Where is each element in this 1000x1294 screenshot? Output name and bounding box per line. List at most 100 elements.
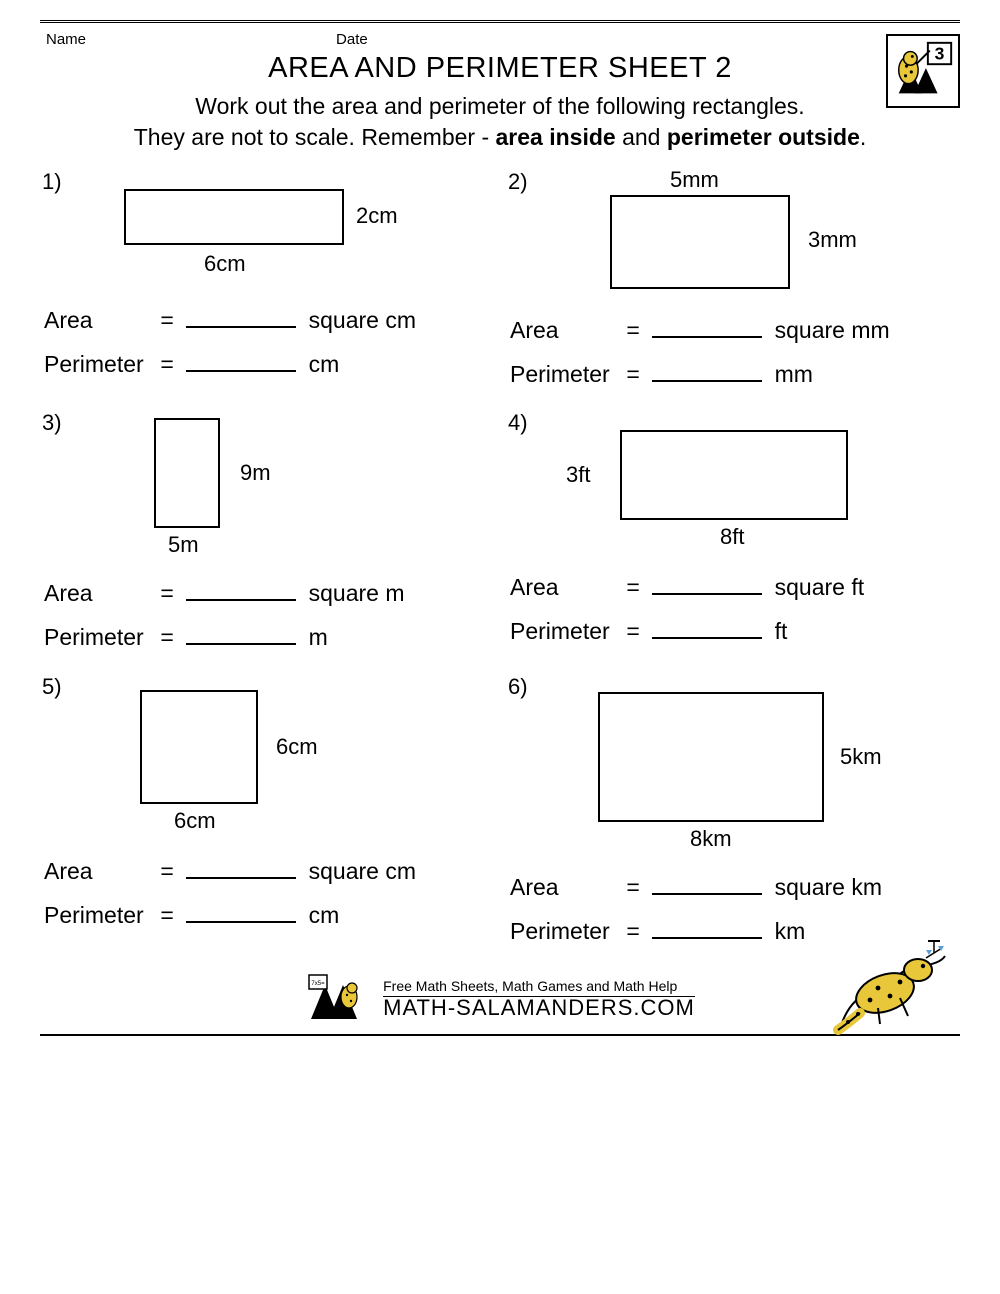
instr-mid: and [616, 124, 667, 150]
area-label: Area [44, 299, 154, 343]
perimeter-unit: m [309, 624, 328, 650]
perimeter-row: Perimeter = m [44, 616, 490, 660]
dim-right: 9m [240, 460, 271, 486]
perimeter-label: Perimeter [510, 910, 620, 954]
equals: = [160, 858, 173, 884]
perimeter-blank[interactable] [186, 370, 296, 372]
perimeter-label: Perimeter [44, 616, 154, 660]
problem-1: 1) 6cm2cm Area = square cm Perimeter = c… [40, 167, 494, 402]
area-blank[interactable] [652, 893, 762, 895]
dim-bottom: 8ft [720, 524, 744, 550]
equals: = [626, 317, 639, 343]
perimeter-unit: cm [309, 902, 340, 928]
instr-line1: Work out the area and perimeter of the f… [195, 93, 804, 119]
perimeter-row: Perimeter = ft [510, 610, 956, 654]
perimeter-row: Perimeter = mm [510, 353, 956, 397]
dim-left: 3ft [566, 462, 590, 488]
footer-site: MATH-SALAMANDERS.COM [383, 995, 695, 1021]
area-label: Area [44, 572, 154, 616]
top-rule [40, 20, 960, 23]
svg-text:7x5=: 7x5= [312, 981, 326, 987]
perimeter-blank[interactable] [652, 637, 762, 639]
footer-logo-icon: 7x5= [305, 971, 369, 1028]
perimeter-label: Perimeter [44, 343, 154, 387]
footer-text: Free Math Sheets, Math Games and Math He… [383, 978, 695, 1021]
area-label: Area [44, 850, 154, 894]
perimeter-label: Perimeter [510, 353, 620, 397]
area-unit: square m [309, 580, 405, 606]
perimeter-blank[interactable] [186, 921, 296, 923]
footer: 7x5= Free Math Sheets, Math Games and Ma… [40, 971, 960, 1034]
perimeter-unit: km [775, 918, 806, 944]
perimeter-row: Perimeter = cm [44, 343, 490, 387]
area-row: Area = square mm [510, 309, 956, 353]
salamander-badge-icon: 3 [889, 37, 957, 105]
perimeter-blank[interactable] [652, 937, 762, 939]
area-row: Area = square cm [44, 850, 490, 894]
area-blank[interactable] [186, 599, 296, 601]
equals: = [160, 307, 173, 333]
figure-wrap: 8km 5km [510, 676, 956, 856]
area-blank[interactable] [652, 593, 762, 595]
dim-bottom: 6cm [204, 251, 246, 277]
equals: = [626, 574, 639, 600]
area-unit: square cm [309, 307, 416, 333]
problem-4: 4) 8ft3ft Area = square ft Perimeter = f… [506, 408, 960, 665]
rectangle-shape [154, 418, 220, 528]
area-row: Area = square m [44, 572, 490, 616]
dim-top: 5mm [670, 167, 719, 193]
rectangle-shape [140, 690, 258, 804]
figure-wrap: 6cm 2cm [44, 171, 490, 289]
instructions: Work out the area and perimeter of the f… [50, 91, 950, 153]
area-blank[interactable] [652, 336, 762, 338]
area-unit: square km [775, 874, 882, 900]
equals: = [160, 580, 173, 606]
dim-bottom: 6cm [174, 808, 216, 834]
answers: Area = square cm Perimeter = cm [44, 850, 490, 937]
answers: Area = square ft Perimeter = ft [510, 566, 956, 653]
equals: = [626, 918, 639, 944]
salamander-mascot-icon [830, 938, 960, 1038]
figure-wrap: 5mm3mm [510, 171, 956, 299]
rectangle-shape [610, 195, 790, 289]
page-title: AREA AND PERIMETER SHEET 2 [40, 52, 960, 85]
equals: = [626, 874, 639, 900]
figure-wrap: 6cm 6cm [44, 676, 490, 840]
perimeter-row: Perimeter = cm [44, 894, 490, 938]
area-blank[interactable] [186, 877, 296, 879]
instr-post: . [860, 124, 866, 150]
rectangle-shape [598, 692, 824, 822]
instr-bold2: perimeter outside [667, 124, 860, 150]
dim-right: 6cm [276, 734, 318, 760]
area-row: Area = square cm [44, 299, 490, 343]
perimeter-label: Perimeter [510, 610, 620, 654]
figure-wrap: 8ft 3ft [510, 412, 956, 556]
answers: Area = square mm Perimeter = mm [510, 309, 956, 396]
problems-grid: 1) 6cm2cm Area = square cm Perimeter = c… [40, 167, 960, 959]
perimeter-label: Perimeter [44, 894, 154, 938]
instr-line2-pre: They are not to scale. Remember - [134, 124, 496, 150]
answers: Area = square m Perimeter = m [44, 572, 490, 659]
area-label: Area [510, 866, 620, 910]
perimeter-unit: cm [309, 351, 340, 377]
equals: = [160, 624, 173, 650]
name-label: Name [46, 31, 86, 48]
area-unit: square cm [309, 858, 416, 884]
perimeter-unit: mm [775, 361, 813, 387]
dim-right: 2cm [356, 203, 398, 229]
dim-right: 5km [840, 744, 882, 770]
dim-bottom: 8km [690, 826, 732, 852]
dim-bottom: 5m [168, 532, 199, 558]
area-label: Area [510, 566, 620, 610]
header-row: Name Date [40, 31, 960, 48]
answers: Area = square cm Perimeter = cm [44, 299, 490, 386]
area-label: Area [510, 309, 620, 353]
area-row: Area = square ft [510, 566, 956, 610]
rectangle-shape [620, 430, 848, 520]
problem-3: 3) 5m9m Area = square m Perimeter = m [40, 408, 494, 665]
equals: = [626, 361, 639, 387]
perimeter-blank[interactable] [186, 643, 296, 645]
area-blank[interactable] [186, 326, 296, 328]
area-unit: square mm [775, 317, 890, 343]
perimeter-blank[interactable] [652, 380, 762, 382]
